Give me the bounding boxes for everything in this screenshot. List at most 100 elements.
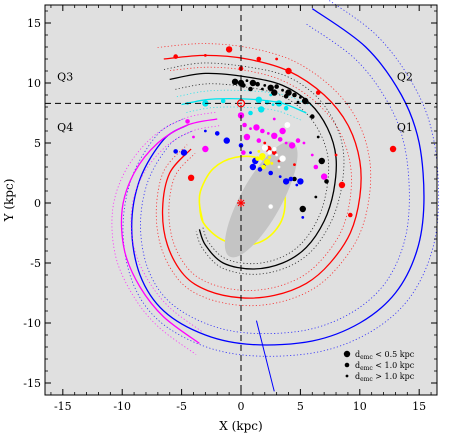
point-black-7 (274, 84, 279, 89)
point-yellow-3 (268, 156, 271, 159)
point-red-4 (275, 57, 279, 61)
point-magenta-10 (295, 138, 301, 143)
y-tick-label: 15 (27, 17, 41, 30)
point-blue-8 (249, 163, 257, 171)
point-blue-13 (295, 183, 299, 187)
point-white-4 (271, 146, 277, 152)
point-black-20 (316, 135, 320, 139)
y-tick-label: -15 (23, 377, 41, 390)
x-tick-label: 10 (353, 400, 367, 413)
point-magenta-13 (256, 138, 262, 143)
point-white-1 (266, 150, 273, 156)
point-magenta-1 (242, 122, 247, 128)
point-magenta-22 (313, 164, 319, 170)
point-red-12 (271, 150, 277, 155)
point-black-14 (260, 87, 264, 91)
point-magenta-4 (260, 128, 265, 134)
point-cyan-10 (257, 106, 265, 113)
point-black-19 (309, 114, 315, 119)
x-tick-label: 0 (238, 400, 245, 413)
arm-0-line (131, 8, 425, 346)
point-black-12 (301, 97, 309, 105)
point-magenta-5 (266, 132, 270, 135)
point-magenta-15 (279, 127, 286, 135)
sun-marker (236, 99, 246, 108)
y-tick-label: -10 (23, 317, 41, 330)
point-red-14 (187, 174, 195, 181)
far-arm-segment (255, 320, 275, 392)
point-blue-17 (297, 178, 304, 185)
point-red-16 (293, 163, 296, 167)
point-cyan-8 (283, 105, 289, 111)
point-white-5 (277, 165, 281, 169)
point-blue-1 (203, 129, 207, 133)
point-cyan-9 (269, 93, 273, 97)
point-black-17 (296, 100, 300, 104)
point-magenta-3 (253, 124, 260, 131)
y-tick-label: 5 (34, 137, 41, 150)
point-magenta-21 (320, 173, 328, 180)
sun-marker-dot (240, 102, 242, 105)
point-red-0 (173, 54, 178, 59)
point-black-13 (248, 86, 253, 92)
legend-label-large: demc < 0.5 kpc (355, 350, 415, 361)
arm-1-line (120, 118, 218, 344)
point-black-10 (292, 92, 297, 98)
point-blue-10 (278, 175, 282, 179)
gc-marker-d2 (237, 199, 245, 207)
x-tick-label: -5 (176, 400, 187, 413)
point-black-6 (267, 84, 274, 92)
point-white-2 (274, 153, 279, 157)
spiral-arms (111, 0, 440, 392)
point-cyan-4 (255, 96, 263, 104)
point-black-5 (263, 84, 267, 87)
arm-4-bound-1 (186, 106, 302, 121)
point-blue-2 (223, 137, 230, 144)
point-magenta-7 (277, 137, 283, 142)
point-white-6 (283, 121, 291, 129)
point-blue-14 (180, 149, 188, 156)
point-black-11 (298, 96, 302, 99)
point-magenta-17 (192, 135, 195, 139)
point-black-22 (324, 179, 329, 184)
point-magenta-8 (284, 141, 288, 145)
point-black-23 (314, 195, 318, 199)
point-red-2 (225, 46, 233, 53)
point-red-8 (338, 181, 346, 189)
point-magenta-2 (249, 127, 252, 130)
point-black-3 (249, 79, 257, 87)
y-tick-label: 0 (34, 197, 41, 210)
point-yellow-6 (270, 162, 274, 165)
point-black-8 (281, 88, 284, 92)
point-magenta-11 (302, 141, 306, 145)
point-cyan-2 (220, 98, 226, 104)
point-red-1 (203, 54, 207, 57)
point-red-3 (256, 56, 262, 62)
point-blue-16 (301, 216, 305, 219)
point-black-16 (283, 93, 289, 99)
point-blue-6 (257, 167, 263, 172)
point-yellow-2 (255, 156, 260, 161)
arm-3-bound-1 (175, 83, 330, 265)
galactic-bar (224, 141, 298, 258)
axis-ticks: -15 -10 -5 0 5 10 15 -15 -10 -5 0 5 10 15 (23, 5, 437, 413)
x-tick-label: -15 (54, 400, 72, 413)
point-yellow-5 (261, 164, 266, 170)
legend-marker-medium (344, 362, 350, 368)
point-white-3 (279, 155, 287, 163)
point-magenta-14 (272, 117, 276, 121)
point-blue-0 (214, 131, 220, 136)
point-yellow-0 (257, 150, 261, 153)
point-blue-12 (288, 176, 294, 182)
arm-0-bound-0 (122, 0, 440, 357)
quadrant-label-q3: Q3 (57, 71, 73, 84)
point-white-7 (268, 204, 274, 210)
point-blue-9 (268, 170, 273, 176)
y-tick-label: 10 (27, 77, 41, 90)
point-yellow-4 (263, 159, 271, 166)
arm-1-bound-1 (130, 125, 220, 333)
legend-label-small: demc > 1.0 kpc (355, 372, 415, 383)
y-axis-title: Y (kpc) (2, 179, 16, 223)
